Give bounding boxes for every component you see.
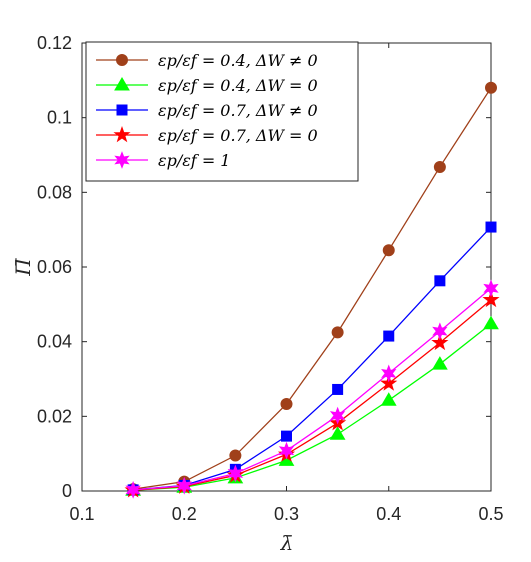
x-tick-label: 0.2 <box>172 504 197 524</box>
y-tick-label: 0.08 <box>37 182 72 202</box>
data-point <box>382 244 395 257</box>
legend-marker <box>116 104 128 116</box>
x-axis-label: λ̄ <box>280 531 294 555</box>
data-point <box>176 476 192 495</box>
x-tick-label: 0.1 <box>69 504 94 524</box>
x-tick-label: 0.3 <box>274 504 299 524</box>
series-layer <box>124 81 500 499</box>
data-point <box>332 383 344 395</box>
legend-item: εp/εf = 0.4, ΔW = 0 <box>96 76 318 95</box>
legend-box <box>85 41 359 182</box>
legend-label: εp/εf = 0.4, ΔW = 0 <box>158 76 318 95</box>
legend-marker <box>114 151 130 169</box>
data-point <box>331 326 344 339</box>
series-line <box>133 323 492 491</box>
legend-item: εp/εf = 0.7, ΔW ≠ 0 <box>96 101 318 120</box>
data-point <box>281 430 292 442</box>
y-tick-label: 0.1 <box>47 108 72 128</box>
y-tick-label: 0.02 <box>37 406 72 426</box>
series-5 <box>125 279 499 499</box>
x-tick-label: 0.5 <box>478 504 503 524</box>
data-point <box>483 315 499 330</box>
legend-marker <box>113 125 131 143</box>
y-tick-label: 0 <box>62 481 72 501</box>
legend-item: εp/εf = 1 <box>96 151 230 170</box>
data-point <box>329 406 346 425</box>
legend-label: εp/εf = 0.4, ΔW ≠ 0 <box>158 51 318 70</box>
x-tick-label: 0.4 <box>376 504 401 524</box>
data-point <box>329 426 346 440</box>
legend: εp/εf = 0.4, ΔW ≠ 0 εp/εf = 0.4, ΔW = 0 εp… <box>85 41 359 182</box>
data-point <box>434 275 446 287</box>
data-point <box>381 364 397 383</box>
series-line <box>133 287 492 491</box>
data-point <box>483 279 499 298</box>
data-point <box>278 441 295 460</box>
y-tick-label: 0.04 <box>37 332 72 352</box>
y-axis-label: Π̄ <box>11 258 35 277</box>
data-point <box>229 449 242 462</box>
series-line <box>133 226 492 491</box>
data-point <box>485 81 497 94</box>
y-tick-label: 0.06 <box>37 257 72 277</box>
legend-label: εp/εf = 0.7, ΔW = 0 <box>158 126 318 145</box>
data-point <box>482 290 500 308</box>
data-point <box>125 481 141 499</box>
series-line <box>133 87 492 490</box>
series-line <box>133 299 492 491</box>
data-point <box>380 374 398 391</box>
data-point <box>431 333 449 351</box>
data-point <box>432 322 448 341</box>
y-tick-label: 0.12 <box>37 33 72 53</box>
data-point <box>485 221 497 233</box>
data-point <box>433 160 446 173</box>
legend-label: εp/εf = 1 <box>158 151 230 170</box>
data-point <box>227 464 244 483</box>
legend-marker <box>114 77 130 91</box>
data-point <box>432 356 448 370</box>
legend-label: εp/εf = 0.7, ΔW ≠ 0 <box>158 101 318 120</box>
legend-marker <box>116 54 128 66</box>
axis-ticks: 0.1 0.2 0.3 0.4 0.5 0 0.02 0.04 0.06 0.08 0.1 0.12 <box>37 33 504 524</box>
data-point <box>380 392 397 406</box>
data-point <box>280 398 293 411</box>
legend-item: εp/εf = 0.4, ΔW ≠ 0 <box>96 51 318 70</box>
legend-item: εp/εf = 0.7, ΔW = 0 <box>96 125 318 145</box>
data-point <box>383 330 395 342</box>
